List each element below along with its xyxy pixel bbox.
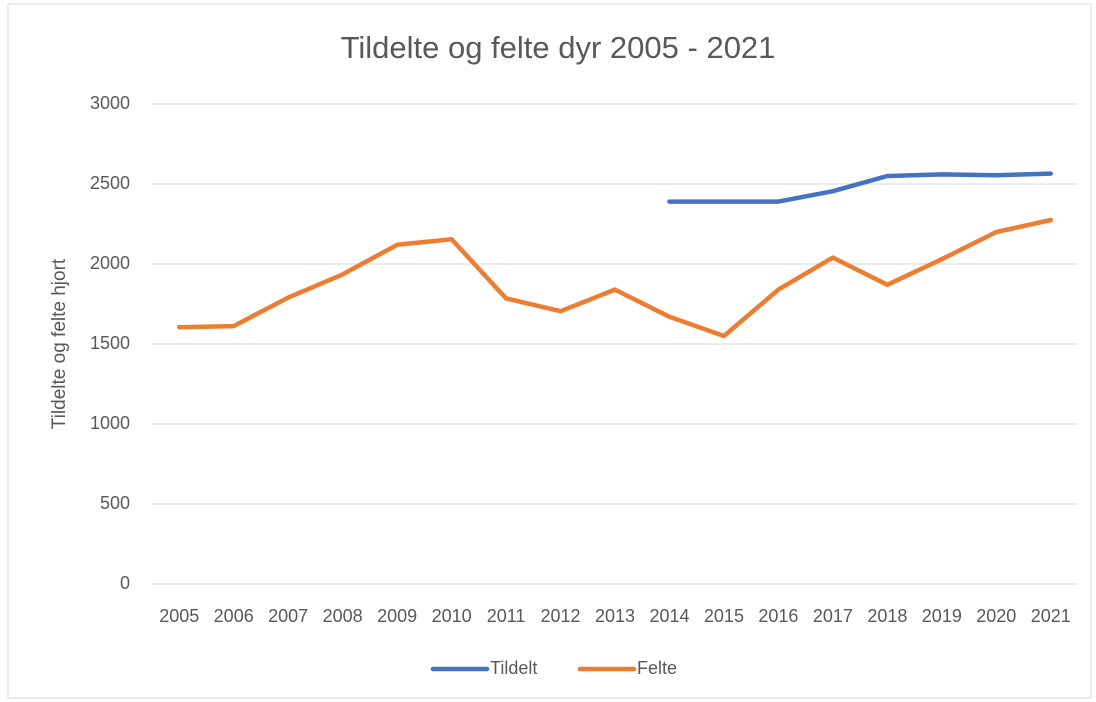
x-tick-label: 2014 xyxy=(649,606,689,626)
x-tick-label: 2020 xyxy=(976,606,1016,626)
x-tick-label: 2021 xyxy=(1031,606,1071,626)
legend-label: Felte xyxy=(637,658,677,678)
chart-border xyxy=(7,3,1092,699)
x-tick-label: 2017 xyxy=(813,606,853,626)
x-tick-label: 2008 xyxy=(323,606,363,626)
y-tick-label: 1000 xyxy=(90,413,130,433)
y-axis-label: Tildelte og felte hjort xyxy=(49,258,70,429)
x-tick-label: 2016 xyxy=(758,606,798,626)
y-tick-label: 0 xyxy=(120,573,130,593)
chart-title: Tildelte og felte dyr 2005 - 2021 xyxy=(341,30,776,65)
x-tick-label: 2009 xyxy=(377,606,417,626)
y-tick-label: 2000 xyxy=(90,253,130,273)
legend-label: Tildelt xyxy=(490,658,537,678)
y-tick-label: 3000 xyxy=(90,93,130,113)
x-tick-label: 2012 xyxy=(541,606,581,626)
line-series xyxy=(667,171,1054,204)
x-tick-label: 2006 xyxy=(214,606,254,626)
x-tick-label: 2018 xyxy=(867,606,907,626)
x-tick-label: 2019 xyxy=(922,606,962,626)
x-tick-label: 2015 xyxy=(704,606,744,626)
x-tick-label: 2010 xyxy=(432,606,472,626)
x-tick-label: 2005 xyxy=(159,606,199,626)
x-tick-label: 2007 xyxy=(268,606,308,626)
y-tick-label: 2500 xyxy=(90,173,130,193)
y-tick-label: 500 xyxy=(100,493,130,513)
x-tick-label: 2013 xyxy=(595,606,635,626)
y-tick-label: 1500 xyxy=(90,333,130,353)
x-tick-label: 2011 xyxy=(487,606,526,626)
line-series xyxy=(176,217,1054,339)
